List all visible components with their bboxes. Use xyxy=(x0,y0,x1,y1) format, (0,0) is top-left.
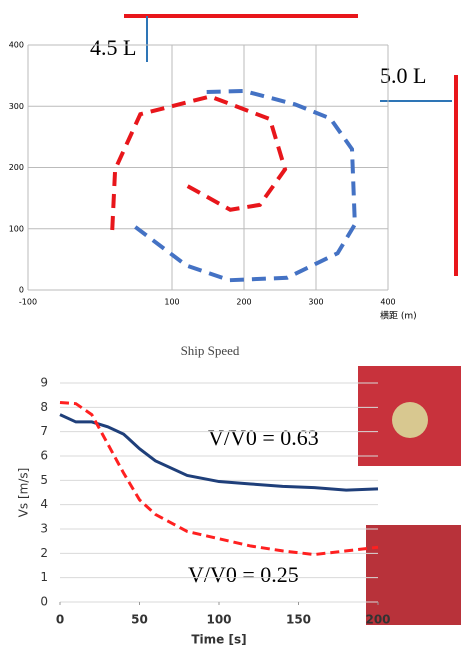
y-tick-label: 0 xyxy=(19,286,24,295)
x-tick-label: 100 xyxy=(206,613,231,627)
chart-title: Ship Speed xyxy=(181,343,240,358)
series-line xyxy=(59,413,379,492)
photo-rudder xyxy=(366,525,461,625)
y-tick-label: 6 xyxy=(40,449,48,463)
annotation: V/V0 = 0.25 xyxy=(188,562,299,587)
y-tick-label: 400 xyxy=(9,41,24,50)
y-tick-label: 0 xyxy=(40,595,48,609)
x-tick-label: -100 xyxy=(19,298,37,307)
y-tick-label: 3 xyxy=(40,522,48,536)
y-tick-label: 5 xyxy=(40,473,48,487)
annotation: 5.0 L xyxy=(380,63,426,88)
series-line xyxy=(59,400,379,557)
y-tick-label: 200 xyxy=(9,163,24,172)
x-tick-label: 400 xyxy=(380,298,395,307)
y-tick-label: 2 xyxy=(40,546,48,560)
y-tick-label: 7 xyxy=(40,424,48,438)
y-tick-label: 1 xyxy=(40,570,48,584)
x-tick-label: 150 xyxy=(286,613,311,627)
y-tick-label: 9 xyxy=(40,376,48,390)
photo-propeller-hub xyxy=(392,402,428,438)
x-axis-label: 横距 (m) xyxy=(380,310,417,322)
series-line xyxy=(134,88,357,283)
x-tick-label: 200 xyxy=(236,298,251,307)
x-tick-label: 300 xyxy=(308,298,323,307)
x-tick-label: 50 xyxy=(131,613,148,627)
x-tick-label: 100 xyxy=(164,298,179,307)
series-line xyxy=(110,94,288,231)
y-tick-label: 300 xyxy=(9,102,24,111)
y-tick-label: 4 xyxy=(40,497,48,511)
x-axis-label: Time [s] xyxy=(191,633,246,647)
y-tick-label: 100 xyxy=(9,224,24,233)
annotation: V/V0 = 0.63 xyxy=(208,425,319,450)
x-tick-label: 0 xyxy=(56,613,64,627)
x-tick-label: 200 xyxy=(365,613,390,627)
y-axis-label: Vs [m/s] xyxy=(17,468,31,518)
annotation: 4.5 L xyxy=(90,35,136,60)
y-tick-label: 8 xyxy=(40,400,48,414)
